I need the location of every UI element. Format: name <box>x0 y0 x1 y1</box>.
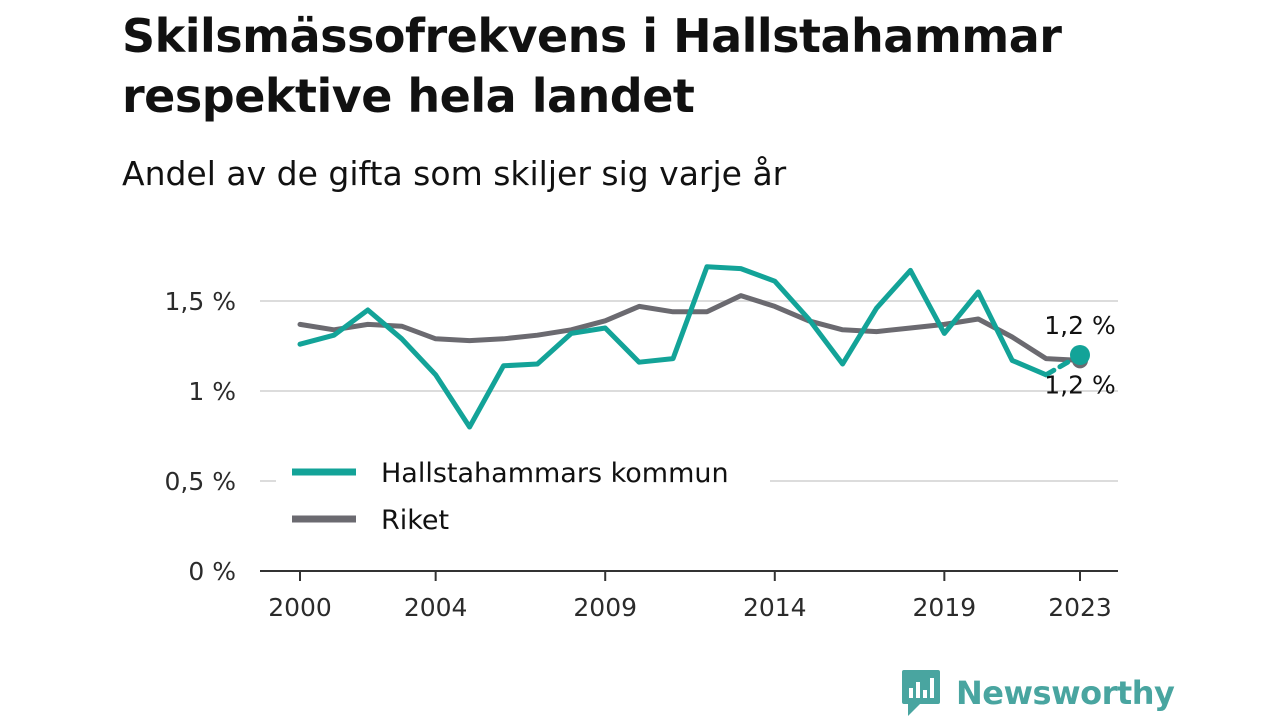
legend-background <box>276 448 770 548</box>
y-tick-label: 1,5 % <box>165 287 236 316</box>
x-tick-label: 2019 <box>913 593 977 622</box>
end-label-hallstahammar: 1,2 % <box>1044 311 1115 340</box>
legend: Hallstahammars kommun Riket <box>276 448 770 548</box>
x-tick-label: 2004 <box>404 593 468 622</box>
y-tick-label: 1 % <box>188 377 236 406</box>
series-line-riket <box>297 293 1083 363</box>
end-point-hallstahammar <box>1070 345 1090 365</box>
brand: Newsworthy <box>900 668 1175 718</box>
end-label-riket: 1,2 % <box>1044 370 1115 399</box>
brand-name: Newsworthy <box>956 674 1175 712</box>
y-tick-label: 0,5 % <box>165 467 236 496</box>
x-tick-label: 2023 <box>1048 593 1112 622</box>
legend-label: Hallstahammars kommun <box>381 458 729 489</box>
newsworthy-logo-icon <box>902 670 940 716</box>
x-tick-label: 2009 <box>573 593 637 622</box>
series-lines <box>297 264 1090 430</box>
series-line-hallstahammar <box>297 264 1049 430</box>
legend-label: Riket <box>381 505 449 536</box>
end-labels: 1,2 % 1,2 % <box>1044 311 1115 399</box>
x-tick-label: 2000 <box>268 593 332 622</box>
x-tick-label: 2014 <box>743 593 807 622</box>
y-tick-label: 0 % <box>188 557 236 586</box>
chart-title: Skilsmässofrekvens i Hallstahammar respe… <box>122 9 1062 123</box>
x-axis: 2000 2004 2009 2014 2019 2023 <box>260 570 1118 622</box>
chart-subtitle: Andel av de gifta som skiljer sig varje … <box>122 154 787 193</box>
